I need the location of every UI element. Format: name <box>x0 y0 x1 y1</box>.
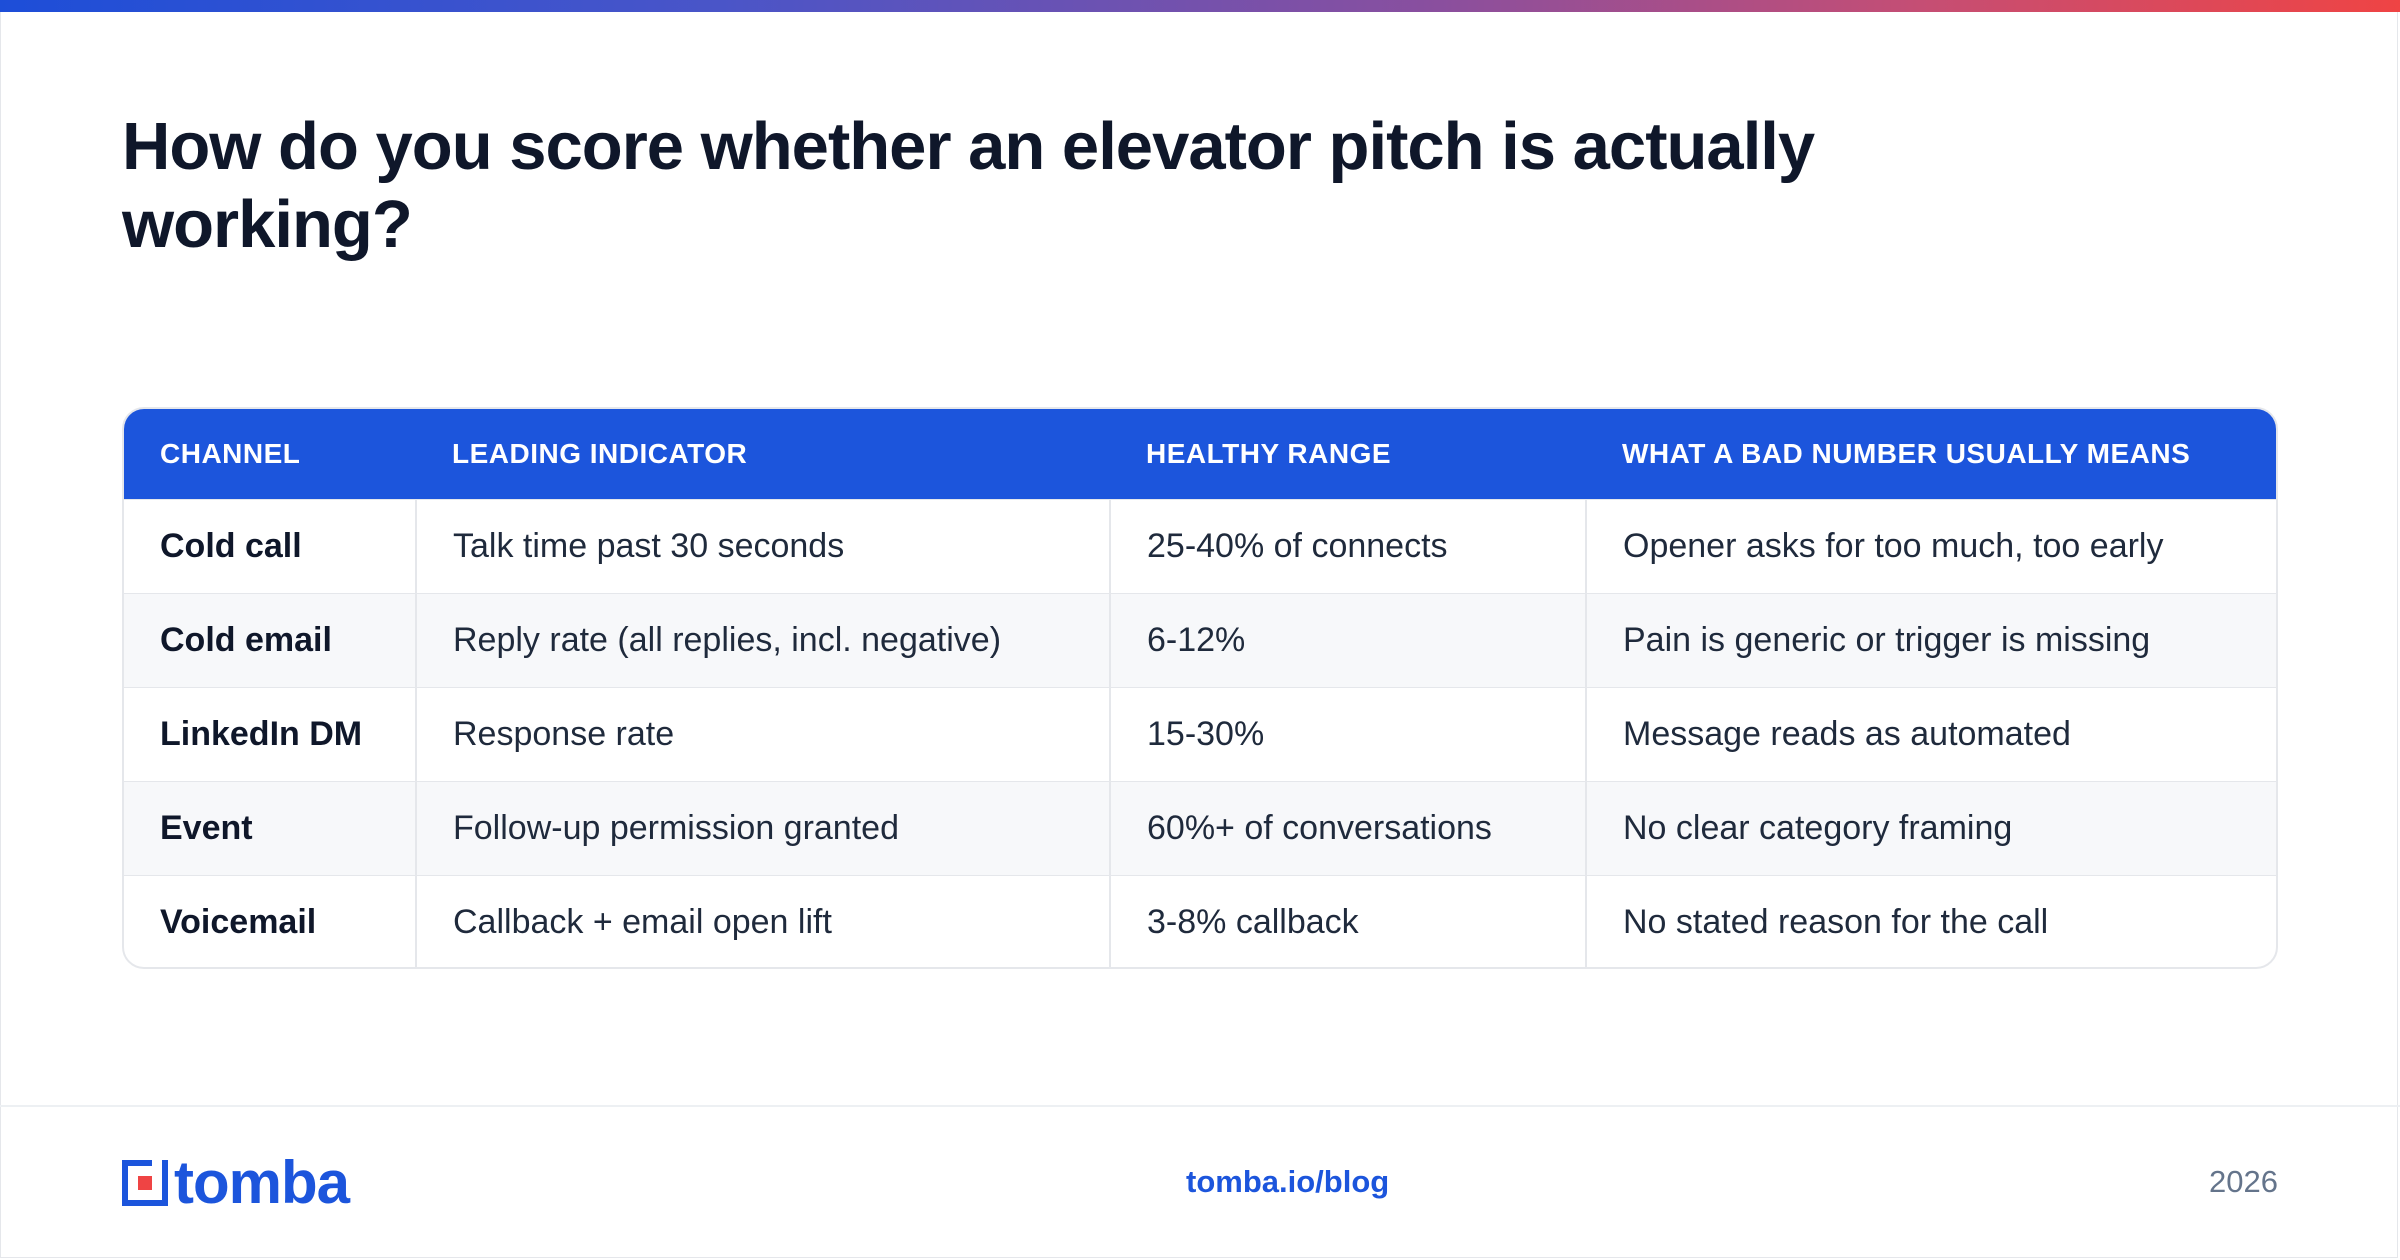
logo-wordmark: tomba <box>174 1149 350 1216</box>
cell-meaning: No clear category framing <box>1585 780 2276 875</box>
blog-link[interactable]: tomba.io/blog <box>1186 1164 1390 1199</box>
table-row: LinkedIn DM Response rate 15-30% Message… <box>124 686 2276 781</box>
cell-range: 6-12% <box>1109 592 1586 687</box>
header-healthy-range: HEALTHY RANGE <box>1146 437 1392 469</box>
cell-indicator: Talk time past 30 seconds <box>415 498 1110 593</box>
table-row: Cold email Reply rate (all replies, incl… <box>124 592 2276 687</box>
table-row: Event Follow-up permission granted 60%+ … <box>124 780 2276 875</box>
header-bad-number-meaning: WHAT A BAD NUMBER USUALLY MEANS <box>1622 437 2191 469</box>
cell-range: 25-40% of connects <box>1109 498 1586 593</box>
cell-indicator: Follow-up permission granted <box>415 780 1110 875</box>
cell-meaning: No stated reason for the call <box>1585 874 2276 967</box>
cell-indicator: Response rate <box>415 686 1110 781</box>
cell-range: 3-8% callback <box>1109 874 1586 967</box>
header-leading-indicator: LEADING INDICATOR <box>452 437 748 469</box>
cell-channel: LinkedIn DM <box>124 686 416 781</box>
cell-meaning: Message reads as automated <box>1585 686 2276 781</box>
indicator-table: CHANNEL LEADING INDICATOR HEALTHY RANGE … <box>122 407 2278 969</box>
cell-channel: Cold email <box>124 592 416 687</box>
cell-channel: Voicemail <box>124 874 416 967</box>
table-header-row: CHANNEL LEADING INDICATOR HEALTHY RANGE … <box>124 409 2276 499</box>
page-title: How do you score whether an elevator pit… <box>122 109 1815 262</box>
cell-channel: Cold call <box>124 498 416 593</box>
cell-channel: Event <box>124 780 416 875</box>
gradient-top-bar <box>0 0 2400 12</box>
cell-indicator: Callback + email open lift <box>415 874 1110 967</box>
tomba-logo-icon <box>122 1160 168 1206</box>
cell-meaning: Pain is generic or trigger is missing <box>1585 592 2276 687</box>
table-row: Cold call Talk time past 30 seconds 25-4… <box>124 498 2276 593</box>
footer-divider <box>0 1105 2400 1107</box>
header-channel: CHANNEL <box>160 437 301 469</box>
table-row: Voicemail Callback + email open lift 3-8… <box>124 874 2276 967</box>
footer-year: 2026 <box>2209 1164 2278 1199</box>
cell-range: 15-30% <box>1109 686 1586 781</box>
cell-range: 60%+ of conversations <box>1109 780 1586 875</box>
cell-meaning: Opener asks for too much, too early <box>1585 498 2276 593</box>
tomba-logo[interactable]: tomba <box>122 1149 350 1216</box>
cell-indicator: Reply rate (all replies, incl. negative) <box>415 592 1110 687</box>
